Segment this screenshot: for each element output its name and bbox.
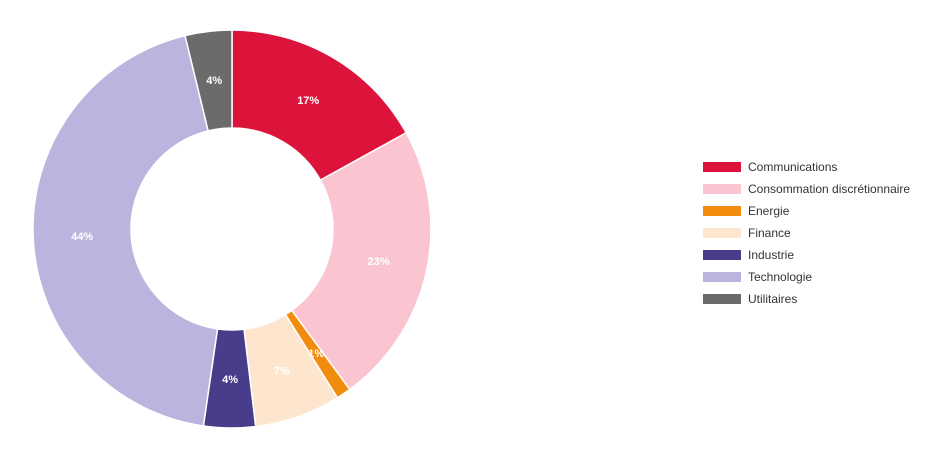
legend-swatch [703, 162, 741, 172]
legend-label: Communications [748, 160, 838, 174]
legend-item[interactable]: Communications [703, 156, 910, 178]
legend-item[interactable]: Industrie [703, 244, 910, 266]
slice-label: 4% [222, 374, 238, 386]
legend-swatch [703, 184, 741, 194]
slice-technologie[interactable] [32, 34, 219, 427]
legend-swatch [703, 206, 741, 216]
legend-label: Utilitaires [748, 292, 798, 306]
legend-label: Industrie [748, 248, 795, 262]
legend-swatch [703, 228, 741, 238]
legend-label: Consommation discrétionnaire [748, 182, 911, 196]
legend-swatch [703, 250, 741, 260]
slice-label: 4% [206, 75, 222, 87]
slice-label: 17% [297, 95, 319, 107]
legend-item[interactable]: Consommation discrétionnaire [703, 178, 910, 200]
slice-label: 44% [71, 231, 93, 243]
slice-label: 7% [274, 365, 290, 377]
legend-item[interactable]: Finance [703, 222, 910, 244]
legend-item[interactable]: Utilitaires [703, 288, 910, 310]
legend-swatch [703, 272, 741, 282]
slice-utilitaires[interactable] [184, 29, 233, 132]
legend-item[interactable]: Energie [703, 200, 910, 222]
legend-label: Finance [748, 226, 791, 240]
slice-communications[interactable] [231, 29, 408, 182]
donut-chart: 17%23%1%7%4%44%4% [32, 29, 432, 429]
slice-label: 23% [367, 256, 389, 268]
legend-swatch [703, 294, 741, 304]
legend-item[interactable]: Technologie [703, 266, 910, 288]
legend-label: Technologie [748, 270, 813, 284]
slice-consommation-discr-tionnaire[interactable] [290, 131, 432, 391]
legend-label: Energie [748, 204, 790, 218]
chart-legend: Communications Consommation discrétionnai… [703, 156, 910, 310]
